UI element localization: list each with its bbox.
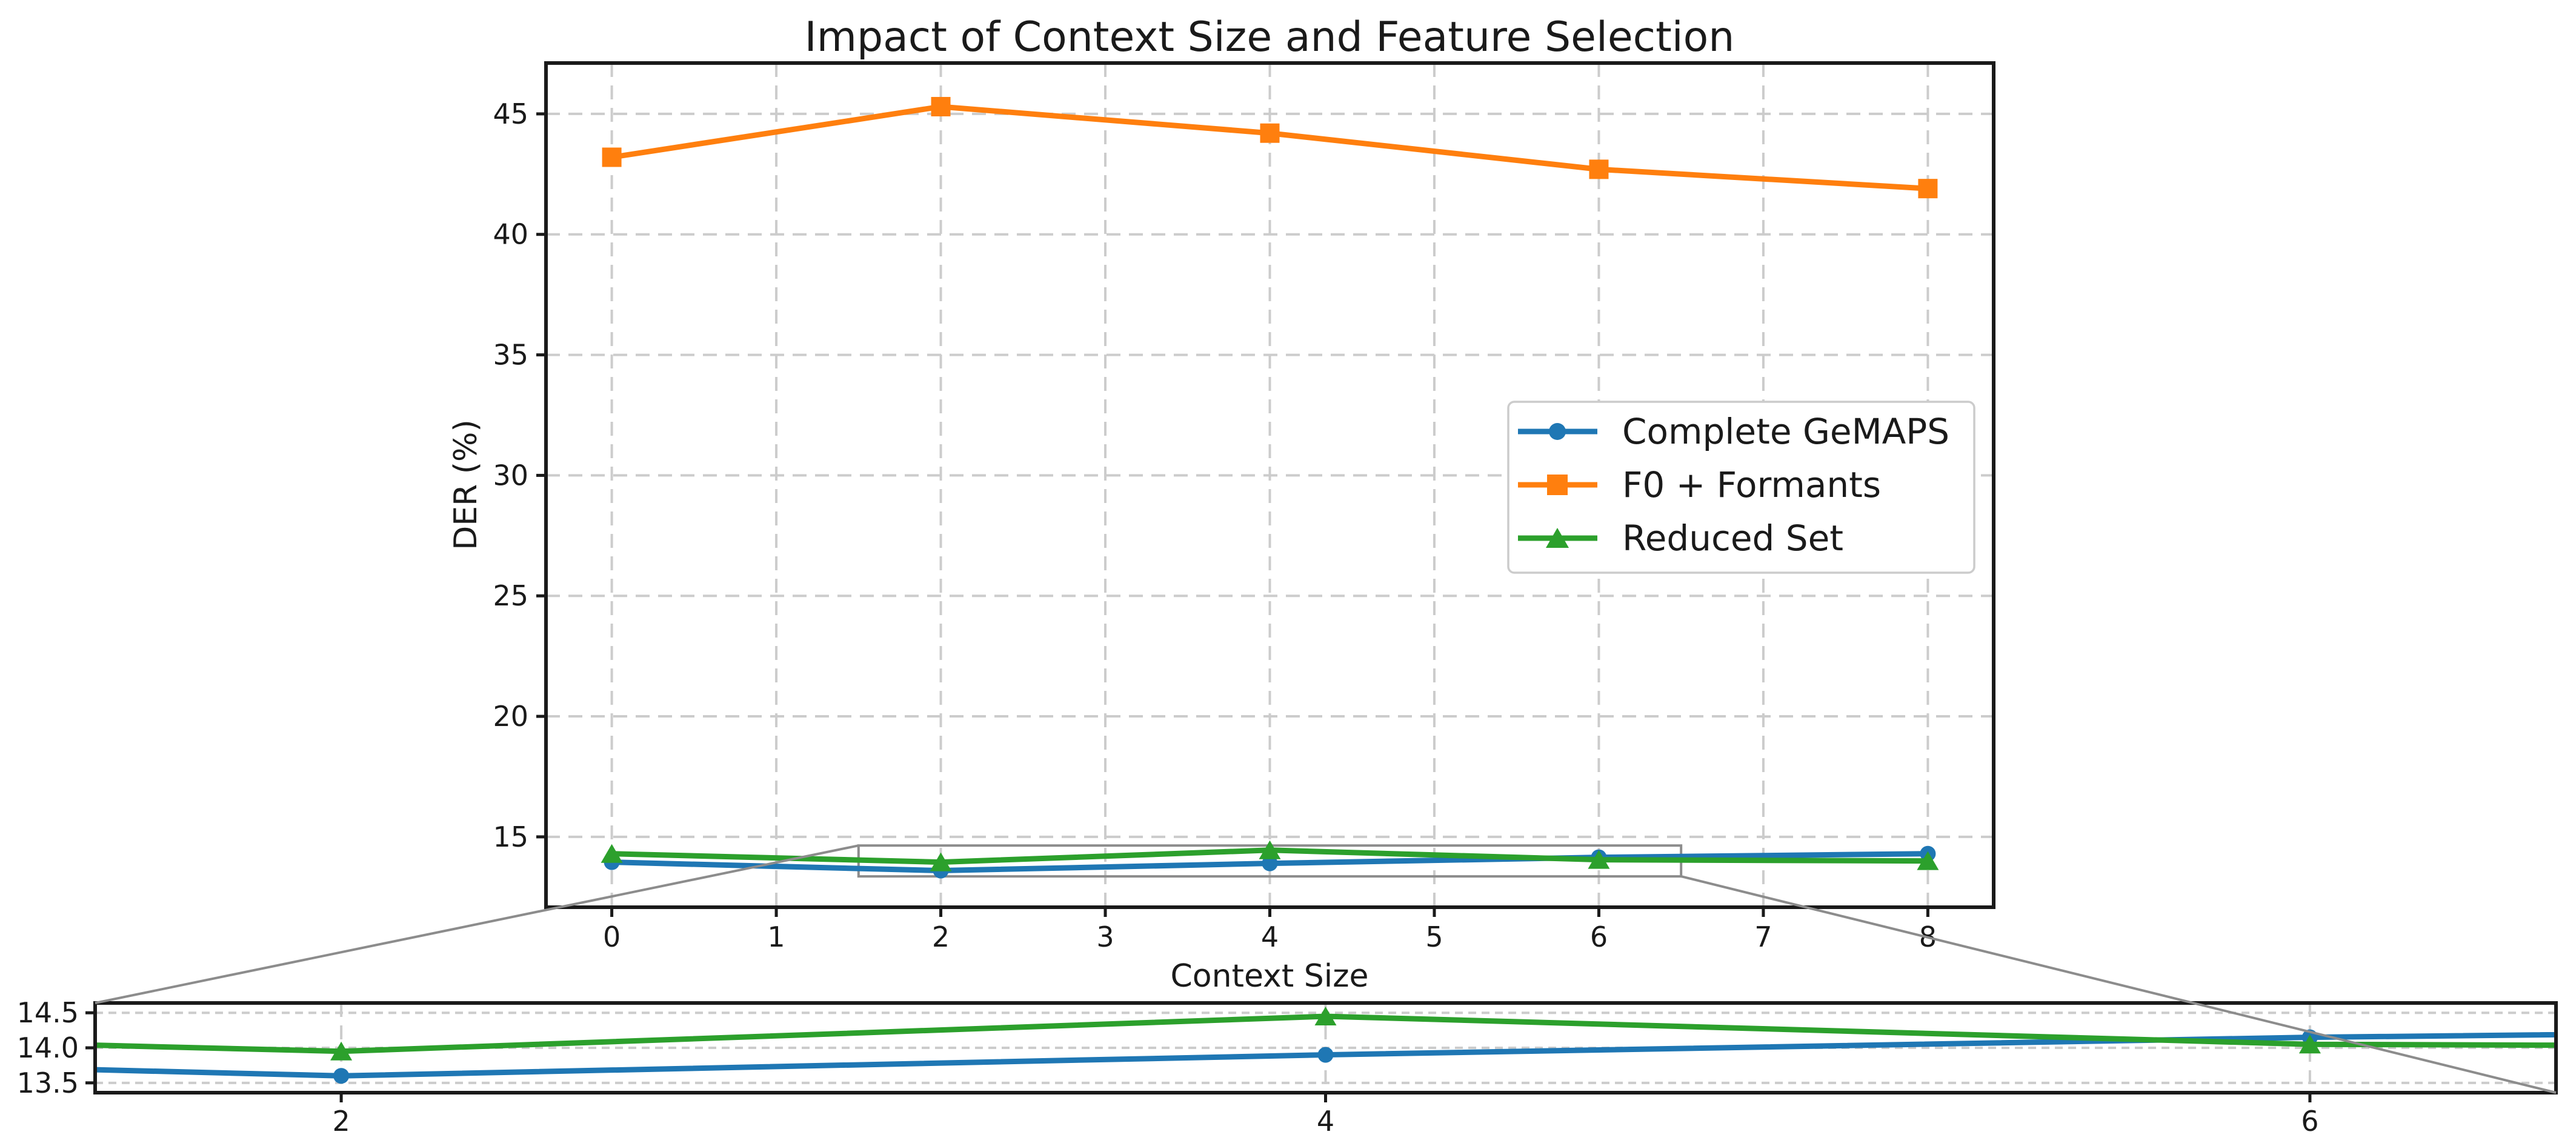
main-marker-reduced-set-x8 xyxy=(1917,851,1939,870)
legend-label: Reduced Set xyxy=(1622,518,1843,559)
main-y-tick-label-15: 15 xyxy=(493,821,528,853)
legend-triangle-marker-icon xyxy=(1546,528,1569,548)
legend-circle-marker-icon xyxy=(1549,423,1566,440)
main-x-tick-label-7: 7 xyxy=(1754,921,1772,953)
legend-label: F0 + Formants xyxy=(1622,464,1881,505)
x-axis-label: Context Size xyxy=(1171,958,1369,994)
inset-x-tick-label-2: 2 xyxy=(332,1105,350,1138)
inset-marker-reduced-set-x2 xyxy=(330,1041,353,1061)
main-marker-f0-formants-x4 xyxy=(1260,123,1280,143)
legend-item-reduced-set: Reduced Set xyxy=(1518,518,1843,559)
legend-item-f0-formants: F0 + Formants xyxy=(1518,464,1881,505)
main-marker-f0-formants-x6 xyxy=(1589,159,1609,179)
main-x-tick-label-6: 6 xyxy=(1590,921,1608,953)
main-series-reduced-set xyxy=(601,840,1939,871)
main-y-tick-label-25: 25 xyxy=(493,579,528,612)
legend-item-complete-gemaps: Complete GeMAPS xyxy=(1518,411,1949,452)
inset-y-tick-label-13.5: 13.5 xyxy=(17,1067,79,1099)
inset-series-reduced-set xyxy=(95,1006,2556,1061)
main-marker-f0-formants-x8 xyxy=(1918,179,1938,199)
main-x-tick-label-0: 0 xyxy=(603,921,621,953)
inset-marker-reduced-set-x4 xyxy=(1314,1006,1337,1025)
main-x-tick-label-1: 1 xyxy=(767,921,785,953)
main-y-tick-label-40: 40 xyxy=(493,218,528,251)
inset-line-reduced-set xyxy=(95,1013,2556,1054)
main-x-tick-label-5: 5 xyxy=(1425,921,1443,953)
main-y-tick-label-30: 30 xyxy=(493,459,528,491)
main-x-tick-label-3: 3 xyxy=(1096,921,1114,953)
inset-y-tick-label-14.0: 14.0 xyxy=(17,1031,79,1064)
main-series-f0-formants xyxy=(602,96,1938,199)
y-axis-label: DER (%) xyxy=(448,419,484,550)
legend-label: Complete GeMAPS xyxy=(1622,411,1949,452)
main-marker-reduced-set-x6 xyxy=(1588,850,1610,869)
legend-square-marker-icon xyxy=(1547,475,1568,495)
main-marker-reduced-set-x0 xyxy=(601,844,623,863)
main-y-tick-label-20: 20 xyxy=(493,700,528,733)
main-x-tick-label-4: 4 xyxy=(1261,921,1279,953)
main-marker-reduced-set-x2 xyxy=(930,852,952,871)
chart-title: Impact of Context Size and Feature Selec… xyxy=(805,13,1735,61)
main-marker-f0-formants-x0 xyxy=(602,147,622,167)
main-marker-complete-gemaps-x4 xyxy=(1262,855,1278,871)
main-y-tick-label-45: 45 xyxy=(493,98,528,130)
legend-box xyxy=(1507,401,1975,574)
main-marker-f0-formants-x2 xyxy=(931,96,951,116)
main-x-tick-label-2: 2 xyxy=(932,921,950,953)
inset-y-tick-label-14.5: 14.5 xyxy=(17,996,79,1029)
inset-marker-complete-gemaps-x4 xyxy=(1317,1047,1334,1063)
inset-marker-reduced-set-x6 xyxy=(2298,1034,2321,1054)
inset-x-tick-label-4: 4 xyxy=(1317,1105,1334,1138)
main-y-tick-label-35: 35 xyxy=(493,339,528,371)
inset-marker-complete-gemaps-x2 xyxy=(333,1068,350,1084)
legend: Complete GeMAPS F0 + Formants Reduced Se… xyxy=(1507,401,1975,574)
main-marker-reduced-set-x4 xyxy=(1259,840,1281,859)
zoom-connector-right xyxy=(1680,875,2557,1094)
inset-x-tick-label-6: 6 xyxy=(2301,1105,2318,1138)
zoom-connector-left xyxy=(95,844,859,1004)
